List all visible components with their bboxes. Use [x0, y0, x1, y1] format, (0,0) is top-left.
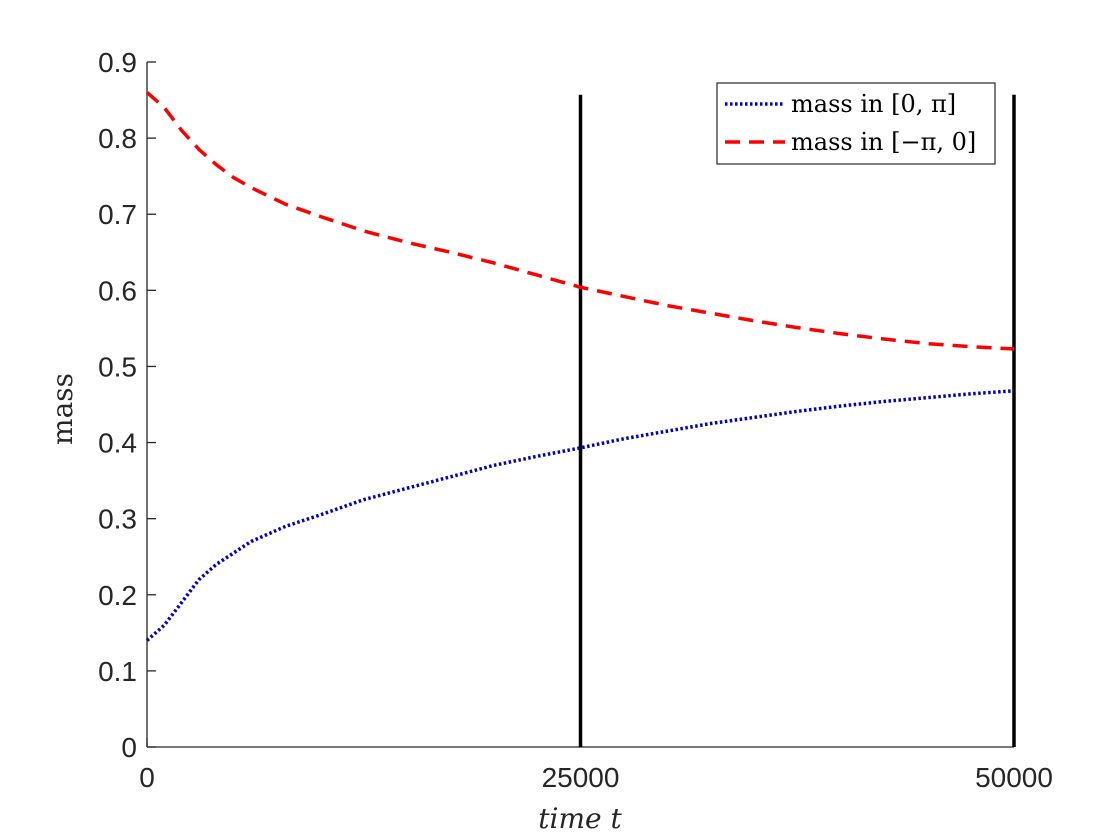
- y-tick-label: 0: [121, 732, 137, 763]
- tick-labels: 0 0.1 0.2 0.3 0.4 0.5 0.6 0.7 0.8 0.9 0 25000 50000: [98, 47, 1053, 793]
- legend-label-2: mass in [−π, 0]: [791, 128, 976, 156]
- vertical-lines: [578, 94, 1016, 747]
- x-tick-label: 25000: [542, 762, 620, 793]
- y-axis-label: mass: [46, 373, 79, 445]
- x-tick-label: 0: [139, 762, 155, 793]
- y-tick-label: 0.7: [98, 199, 137, 230]
- series-group: [145, 91, 1015, 642]
- series-line-1: [145, 389, 1015, 642]
- legend: mass in [0, π] mass in [−π, 0]: [716, 82, 996, 165]
- legend-label-1: mass in [0, π]: [791, 90, 956, 118]
- axis-labels: time t mass: [46, 373, 622, 835]
- x-tick-label: 50000: [975, 762, 1053, 793]
- y-tick-label: 0.6: [98, 275, 137, 306]
- y-tick-label: 0.1: [98, 656, 137, 687]
- x-axis-label: time t: [538, 802, 622, 835]
- y-tick-label: 0.2: [98, 580, 137, 611]
- legend-box: [716, 82, 996, 165]
- y-tick-label: 0.9: [98, 47, 137, 78]
- y-tick-label: 0.8: [98, 123, 137, 154]
- y-tick-label: 0.3: [98, 504, 137, 535]
- y-tick-label: 0.5: [98, 351, 137, 382]
- y-tick-label: 0.4: [98, 428, 137, 459]
- series-line-2: [145, 91, 1015, 351]
